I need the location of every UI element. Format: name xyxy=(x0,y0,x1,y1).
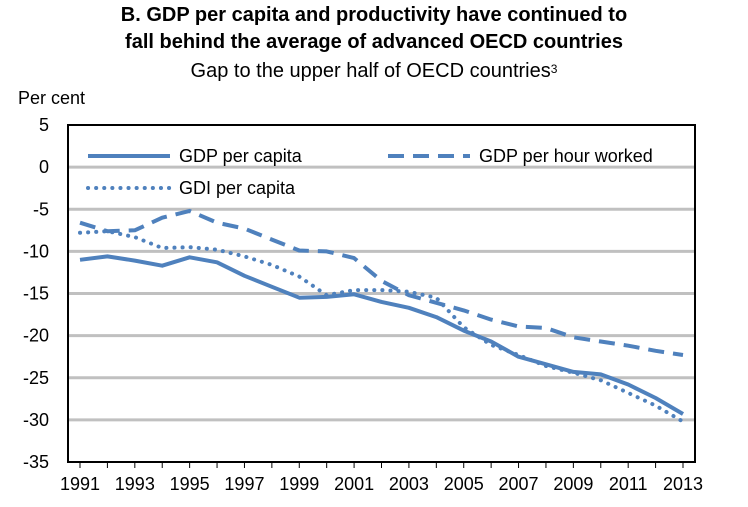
y-tick-label: -20 xyxy=(23,326,49,346)
legend-label-1: GDP per hour worked xyxy=(479,146,653,166)
y-tick-label: -5 xyxy=(33,199,49,219)
series-line-0 xyxy=(79,254,685,416)
y-tick-label: 0 xyxy=(39,157,49,177)
legend-label-0: GDP per capita xyxy=(179,146,303,166)
x-tick-label: 1999 xyxy=(279,474,319,494)
y-axis-unit-label: Per cent xyxy=(18,88,86,108)
x-tick-label: 1991 xyxy=(60,474,100,494)
y-tick-label: -10 xyxy=(23,241,49,261)
y-axis-ticks: 5 0 -5 -10 -15 -20 -25 -30 -35 xyxy=(23,115,49,472)
x-tick-label: 1995 xyxy=(170,474,210,494)
x-tick-label: 2009 xyxy=(553,474,593,494)
x-tick-label: 2005 xyxy=(444,474,484,494)
chart-title-line-1: B. GDP per capita and productivity have … xyxy=(120,4,628,26)
y-tick-label: -35 xyxy=(23,452,49,472)
y-tick-label: -30 xyxy=(23,410,49,430)
subtitle-text: Gap to the upper half of OECD countries xyxy=(190,60,551,82)
x-tick-label: 2001 xyxy=(334,474,374,494)
y-tick-label: 5 xyxy=(39,115,49,135)
chart-title-line-2: fall behind the average of advanced OECD… xyxy=(125,31,623,53)
subtitle-note: 3 xyxy=(550,62,558,76)
series-lines xyxy=(78,208,685,424)
series-line-1 xyxy=(79,208,684,357)
legend: GDP per capita GDP per hour worked GDI per… xyxy=(86,146,653,198)
x-tick-label: 1993 xyxy=(115,474,155,494)
y-tick-label: -15 xyxy=(23,284,49,304)
x-tick-label: 2007 xyxy=(499,474,539,494)
x-tick-label: 1997 xyxy=(224,474,264,494)
series-line-2 xyxy=(78,229,685,424)
x-tick-label: 2003 xyxy=(389,474,429,494)
chart-subtitle: Gap to the upper half of OECD countries3 xyxy=(0,59,748,83)
x-tick-label: 2011 xyxy=(609,474,648,494)
x-tick-label: 2013 xyxy=(663,474,703,494)
legend-label-2: GDI per capita xyxy=(179,178,296,198)
plot-frame xyxy=(67,124,696,463)
grid-lines xyxy=(68,165,695,422)
x-axis-ticks: 1991 1993 1995 1997 1999 2001 2003 2005 2007 2009… xyxy=(60,462,703,494)
y-tick-label: -25 xyxy=(23,368,49,388)
